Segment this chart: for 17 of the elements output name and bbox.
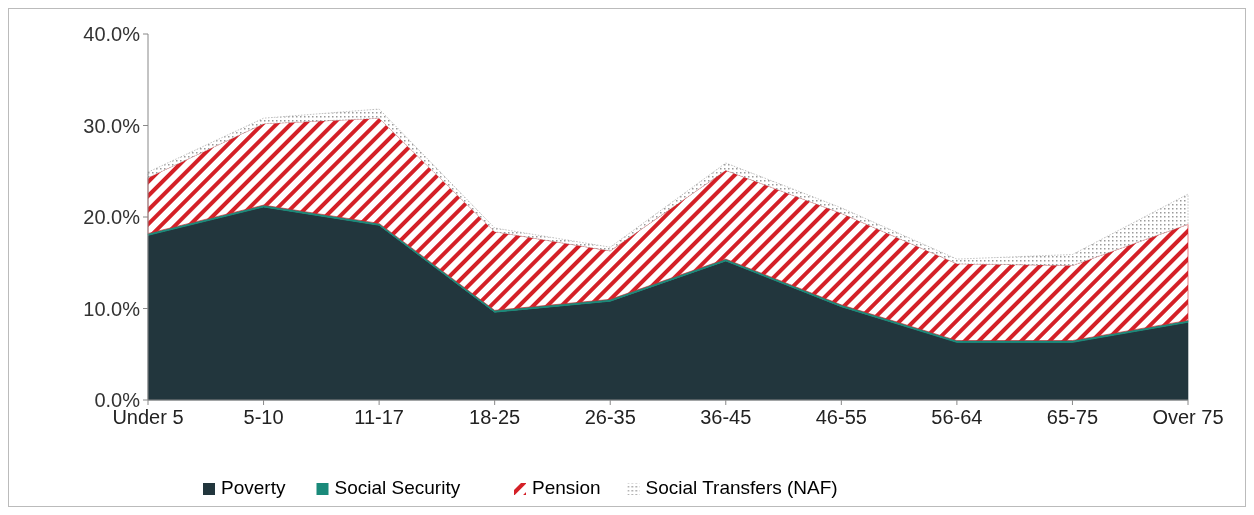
x-tick-label: Over 75	[1152, 406, 1224, 428]
x-tick-label: 65-75	[1046, 406, 1099, 428]
x-tick-label: 46-55	[815, 406, 867, 428]
x-tick-label: 11-17	[354, 406, 404, 428]
x-tick-label: 5-10	[243, 406, 284, 428]
y-tick-label: 40.0%	[83, 23, 141, 45]
x-tick-label: 36-45	[700, 406, 752, 428]
legend-label: Poverty	[221, 477, 286, 498]
legend-label: Pension	[532, 477, 601, 498]
y-tick-label: 10.0%	[83, 297, 141, 320]
y-tick-label: 30.0%	[83, 114, 141, 137]
legend-label: Social Transfers (NAF)	[645, 477, 838, 498]
x-tick-label: 18-25	[469, 406, 521, 428]
x-tick-label: 56-64	[931, 406, 983, 428]
x-tick-label: 26-35	[584, 406, 636, 428]
y-tick-label: 20.0%	[83, 206, 141, 228]
legend-label: Social Security	[334, 477, 461, 498]
